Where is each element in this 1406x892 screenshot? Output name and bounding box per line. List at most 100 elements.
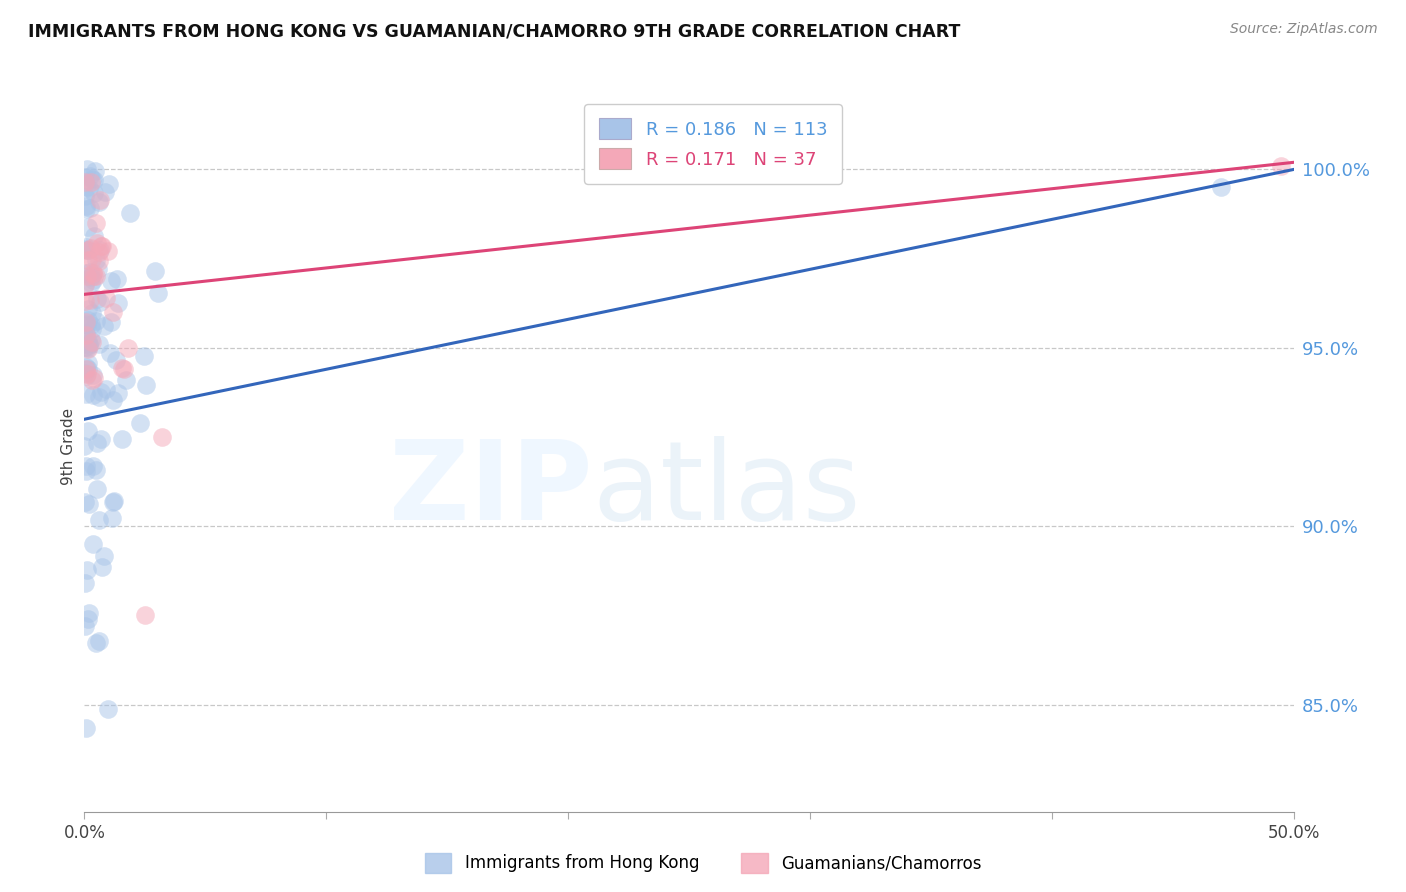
Point: [75, 240, 97, 254]
Point: [75, 619, 97, 633]
Point: [76, 243, 98, 257]
Point: [84, 253, 107, 268]
Point: [87, 261, 110, 276]
Point: [80, 318, 103, 333]
Point: [75, 315, 97, 329]
Point: [82, 273, 104, 287]
Point: [73, 278, 96, 293]
Point: [94, 185, 117, 199]
Point: [87, 254, 110, 268]
Point: [75, 464, 97, 478]
Point: [76, 180, 98, 194]
Point: [77, 181, 100, 195]
Point: [80, 276, 103, 290]
Point: [105, 353, 128, 368]
Point: [80, 322, 103, 336]
Point: [76, 318, 98, 332]
Point: [77, 337, 100, 351]
Point: [76, 268, 98, 283]
Point: [84, 314, 107, 328]
Point: [107, 296, 129, 310]
Point: [1270, 159, 1292, 173]
Point: [76, 341, 98, 355]
Point: [76, 356, 98, 370]
Point: [103, 494, 125, 508]
Point: [80, 306, 103, 320]
Point: [79, 201, 101, 215]
Point: [120, 206, 142, 220]
Point: [76, 424, 98, 438]
Point: [76, 243, 98, 257]
Point: [80, 241, 103, 255]
Point: [87, 633, 110, 648]
Point: [87, 194, 110, 209]
Point: [89, 243, 111, 257]
Point: [79, 333, 101, 347]
Point: [82, 368, 104, 383]
Point: [73, 575, 96, 590]
Text: atlas: atlas: [592, 436, 860, 543]
Point: [90, 432, 112, 446]
Point: [75, 361, 97, 376]
Point: [98, 178, 121, 192]
Point: [89, 294, 111, 309]
Point: [73, 293, 96, 308]
Point: [79, 293, 101, 308]
Point: [87, 336, 110, 351]
Point: [80, 270, 103, 285]
Point: [75, 387, 97, 401]
Point: [83, 186, 105, 200]
Point: [76, 359, 98, 374]
Point: [100, 511, 122, 525]
Point: [77, 334, 100, 349]
Point: [134, 608, 156, 623]
Point: [90, 384, 112, 399]
Point: [83, 268, 105, 283]
Point: [77, 342, 100, 356]
Point: [1209, 180, 1232, 194]
Point: [75, 337, 97, 351]
Point: [100, 274, 122, 288]
Point: [97, 244, 120, 258]
Point: [77, 313, 100, 327]
Point: [110, 433, 132, 447]
Point: [77, 336, 100, 351]
Point: [112, 362, 135, 376]
Point: [75, 326, 97, 341]
Point: [90, 239, 112, 253]
Point: [75, 317, 97, 331]
Point: [76, 162, 98, 177]
Point: [73, 495, 96, 509]
Point: [75, 366, 97, 380]
Point: [82, 537, 104, 551]
Point: [89, 513, 111, 527]
Y-axis label: 9th Grade: 9th Grade: [60, 408, 76, 484]
Point: [75, 244, 97, 258]
Point: [101, 392, 124, 407]
Point: [73, 188, 96, 202]
Point: [86, 436, 108, 450]
Point: [87, 391, 110, 405]
Point: [86, 292, 108, 306]
Point: [73, 440, 96, 454]
Text: ZIP: ZIP: [389, 436, 592, 543]
Point: [83, 173, 105, 187]
Point: [73, 277, 96, 292]
Point: [86, 216, 108, 230]
Legend: Immigrants from Hong Kong, Guamanians/Chamorros: Immigrants from Hong Kong, Guamanians/Ch…: [418, 847, 988, 880]
Point: [93, 549, 115, 564]
Point: [77, 611, 100, 625]
Point: [94, 382, 117, 396]
Point: [97, 701, 120, 715]
Point: [82, 266, 104, 280]
Point: [73, 340, 96, 354]
Point: [83, 371, 105, 385]
Text: Source: ZipAtlas.com: Source: ZipAtlas.com: [1230, 22, 1378, 37]
Text: IMMIGRANTS FROM HONG KONG VS GUAMANIAN/CHAMORRO 9TH GRADE CORRELATION CHART: IMMIGRANTS FROM HONG KONG VS GUAMANIAN/C…: [28, 22, 960, 40]
Point: [76, 367, 98, 381]
Point: [75, 458, 97, 473]
Point: [111, 361, 134, 376]
Point: [135, 378, 157, 392]
Point: [77, 497, 100, 511]
Point: [76, 220, 98, 235]
